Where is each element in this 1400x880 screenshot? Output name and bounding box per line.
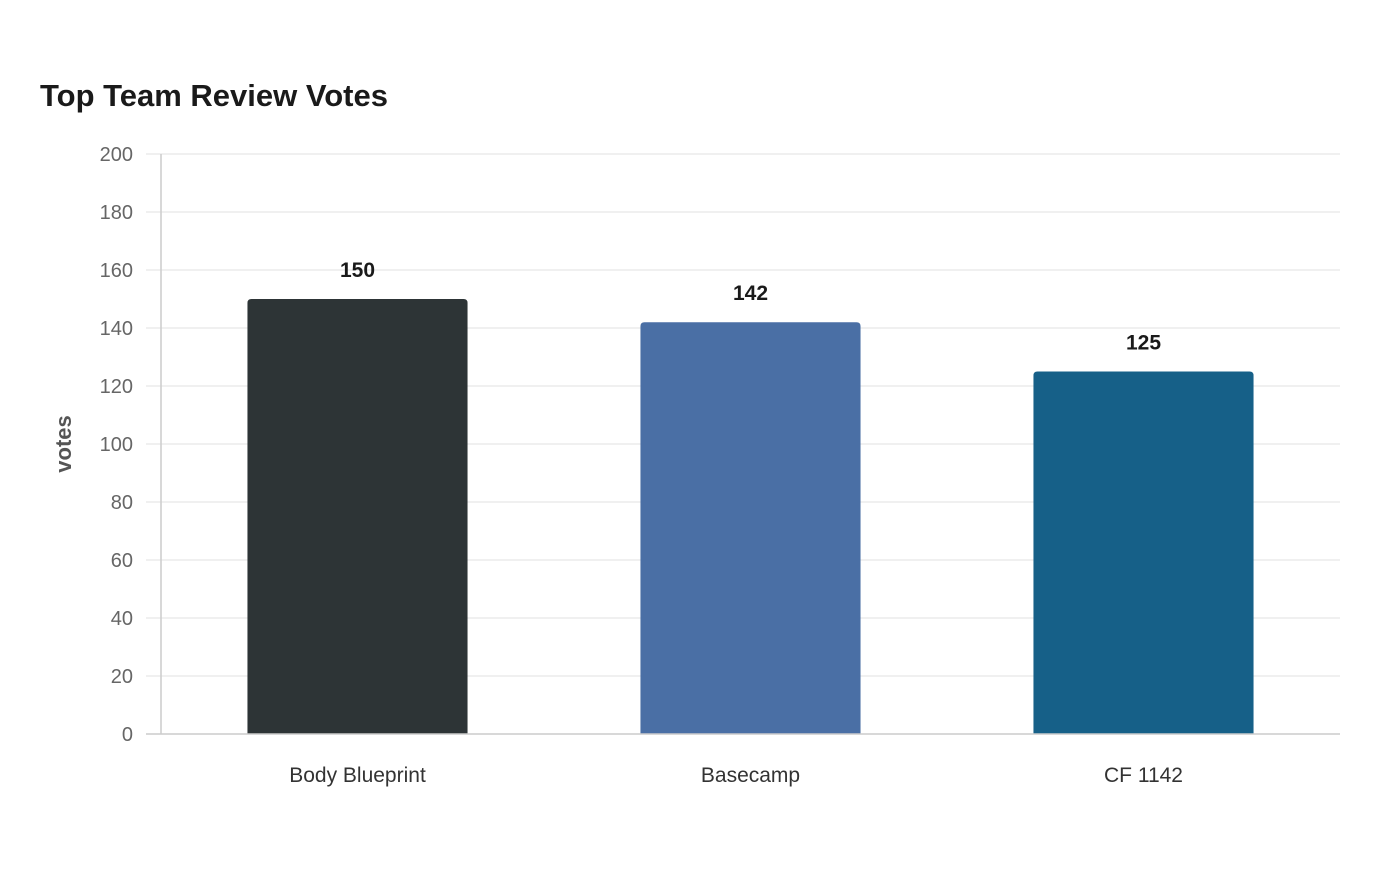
- bar-basecamp: [640, 322, 861, 734]
- y-tick-label: 80: [111, 492, 133, 514]
- x-tick-label: Basecamp: [701, 764, 800, 787]
- x-tick-label: CF 1142: [1104, 764, 1183, 787]
- y-tick-label: 20: [111, 666, 133, 688]
- bar-body-blueprint: [247, 299, 468, 734]
- y-tick-label: 140: [100, 318, 133, 340]
- y-tick-label: 160: [100, 260, 133, 282]
- x-tick-label: Body Blueprint: [289, 764, 426, 787]
- x-axis-ticks: Body Blueprint Basecamp CF 1142: [289, 764, 1183, 787]
- data-labels: 150 142 125: [340, 259, 1161, 355]
- data-label: 150: [340, 259, 375, 282]
- y-axis-ticks: 0 20 40 60 80 100 120 140 160 180 200: [100, 144, 133, 746]
- y-tick-label: 200: [100, 144, 133, 166]
- y-tick-label: 180: [100, 202, 133, 224]
- y-axis-label: votes: [51, 415, 76, 472]
- y-tick-label: 120: [100, 376, 133, 398]
- y-tick-label: 0: [122, 724, 133, 746]
- chart-title: Top Team Review Votes: [40, 78, 388, 113]
- y-tick-label: 100: [100, 434, 133, 456]
- y-tick-label: 40: [111, 608, 133, 630]
- data-label: 142: [733, 282, 768, 305]
- bar-cf-1142: [1033, 371, 1254, 734]
- y-tick-label: 60: [111, 550, 133, 572]
- bars: [247, 299, 1254, 734]
- data-label: 125: [1126, 332, 1161, 355]
